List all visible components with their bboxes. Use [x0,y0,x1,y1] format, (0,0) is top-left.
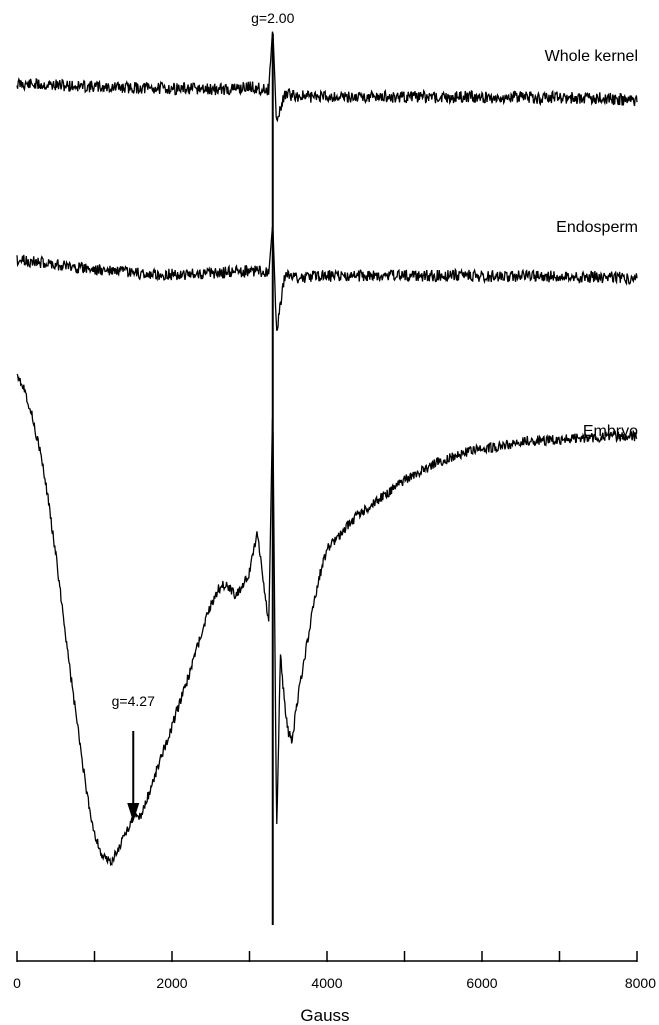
series-label-endosperm: Endosperm [556,219,638,236]
x-axis: 0 2000 4000 6000 8000 [13,951,656,991]
series-line-endosperm [16,226,638,332]
g-4-27-arrow-head [127,803,140,822]
x-tick-label-0: 0 [13,975,21,991]
annotation-layer: g=2.00 g=4.27 [112,10,295,925]
x-tick-label-4000: 4000 [311,975,342,991]
x-tick-label-2000: 2000 [156,975,187,991]
series-line-embryo [16,373,638,867]
x-tick-label-8000: 8000 [625,975,656,991]
x-tick-label-6000: 6000 [466,975,497,991]
g-2-00-label: g=2.00 [251,10,294,26]
g-4-27-label: g=4.27 [112,693,155,709]
series-label-embryo: Embryo [583,423,638,440]
x-axis-title: Gauss [300,1006,349,1025]
series-line-whole-kernel [16,31,638,123]
series-layer [16,31,638,867]
series-label-whole-kernel: Whole kernel [545,48,638,65]
